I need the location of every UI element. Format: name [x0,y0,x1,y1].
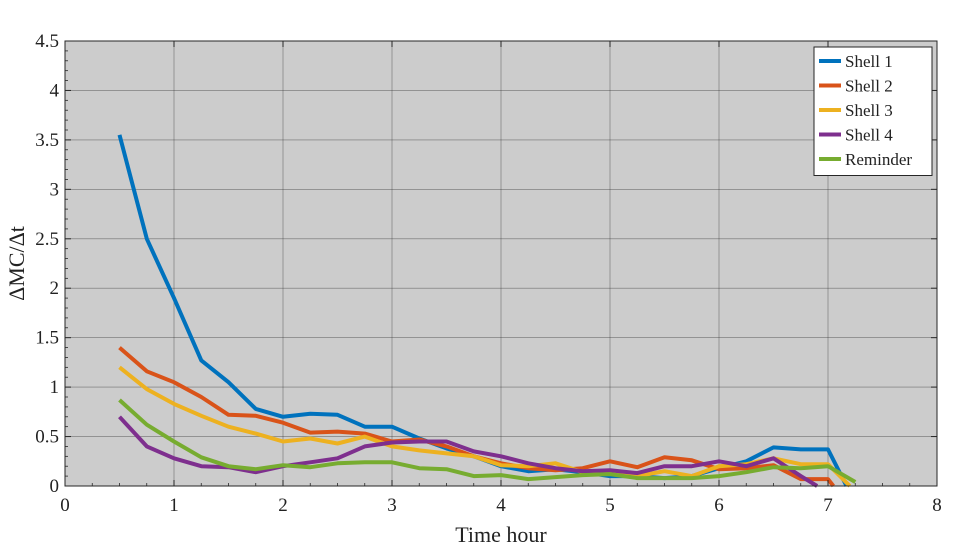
x-tick-label: 7 [823,495,833,516]
y-axis-title: ΔMC/Δt [4,226,29,301]
legend-label: Shell 1 [845,52,893,71]
y-tick-label: 2 [50,278,60,299]
y-tick-label: 3 [50,179,60,200]
y-tick-label: 4 [50,80,60,101]
x-tick-label: 4 [496,495,506,516]
legend-label: Shell 4 [845,126,893,145]
x-tick-label: 3 [387,495,397,516]
legend-label: Reminder [845,150,912,169]
y-tick-label: 2.5 [35,229,59,250]
y-tick-label: 1 [50,377,60,398]
x-axis-title: Time hour [455,522,547,547]
x-tick-label: 5 [605,495,615,516]
legend: Shell 1 Shell 2 Shell 3 Shell 4 Reminder [813,46,933,176]
y-tick-label: 0 [50,476,60,497]
x-tick-label: 0 [60,495,70,516]
legend-label: Shell 3 [845,101,893,120]
y-tick-label: 0.5 [35,427,59,448]
x-tick-label: 1 [169,495,179,516]
series-layer [117,134,857,488]
x-tick-label: 8 [932,495,942,516]
x-tick-label: 2 [278,495,288,516]
grid-lines [65,41,937,486]
series-line-5 [118,398,857,484]
y-tick-label: 1.5 [35,328,59,349]
legend-box [813,46,933,176]
axis-ticks: 0 1 2 3 4 5 6 7 8 0 0.5 1 1.5 2 2.5 3 3.5 4 4.5 [35,31,942,516]
x-tick-label: 6 [714,495,724,516]
y-tick-label: 3.5 [35,130,59,151]
y-tick-label: 4.5 [35,31,59,52]
legend-label: Shell 2 [845,77,893,96]
